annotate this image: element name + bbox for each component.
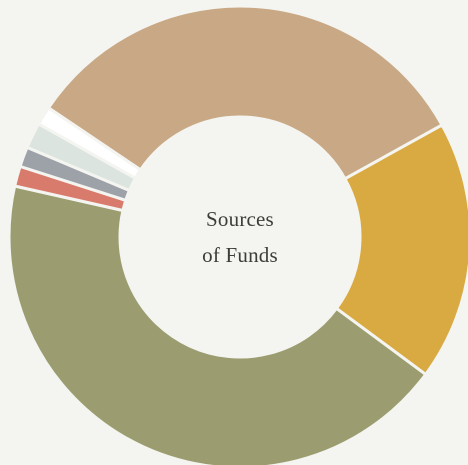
donut-hole bbox=[120, 117, 360, 357]
center-label-line-1: Sources bbox=[206, 207, 274, 231]
center-label-line-2: of Funds bbox=[202, 243, 278, 267]
donut-slices bbox=[7, 4, 468, 465]
